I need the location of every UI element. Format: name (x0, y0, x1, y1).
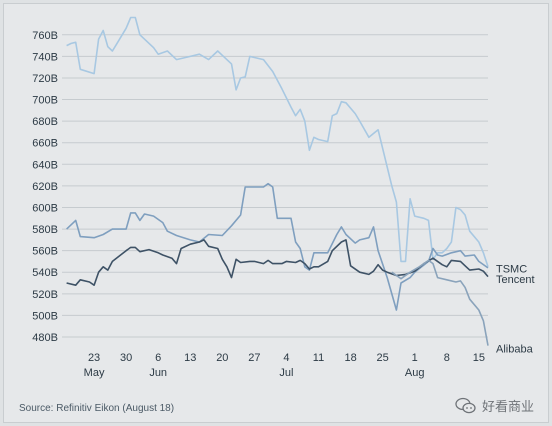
y-tick-label: 560B (32, 246, 58, 258)
series-label-alibaba: Alibaba (496, 344, 534, 356)
y-tick-label: 720B (32, 73, 58, 85)
y-tick-label: 480B (32, 332, 58, 344)
y-tick-label: 740B (32, 51, 58, 63)
x-tick-label: 1 (412, 352, 418, 364)
y-tick-label: 580B (32, 224, 58, 236)
series-line-unlabeled-1 (66, 182, 489, 311)
series-label-tencent: Tencent (496, 274, 535, 286)
x-tick-label: 11 (313, 352, 324, 364)
x-month-label: Jun (149, 367, 167, 379)
watermark: 好看商业 (455, 396, 534, 415)
series-lines (66, 16, 489, 346)
x-tick-label: 27 (248, 352, 260, 364)
series-line-tsmc (66, 239, 489, 286)
chat-bubble-icon (455, 397, 476, 413)
y-tick-label: 500B (32, 310, 58, 322)
y-tick-label: 620B (32, 181, 58, 193)
y-tick-label: 520B (32, 289, 58, 301)
y-axis-ticks: 480B 500B 520B 540B 560B 580B 600B 620B 640B 660B… (32, 30, 58, 344)
x-month-label: Aug (405, 367, 425, 379)
x-tick-label: 25 (377, 352, 389, 364)
x-month-label: May (84, 367, 105, 379)
y-tick-label: 640B (32, 159, 58, 171)
series-line-alibaba (391, 259, 489, 346)
x-tick-label: 4 (283, 352, 289, 364)
line-chart: 480B 500B 520B 540B 560B 580B 600B 620B 640B 660B… (32, 16, 535, 379)
x-tick-label: 6 (155, 352, 161, 364)
x-tick-label: 13 (184, 352, 196, 364)
x-tick-label: 8 (444, 352, 450, 364)
x-month-label: Jul (279, 367, 293, 379)
x-tick-label: 15 (473, 352, 485, 364)
chart-frame: 480B 500B 520B 540B 560B 580B 600B 620B 640B 660B… (3, 3, 549, 423)
y-tick-label: 760B (32, 30, 58, 42)
y-tick-label: 600B (32, 202, 58, 214)
y-tick-label: 540B (32, 267, 58, 279)
x-tick-label: 20 (216, 352, 228, 364)
y-tick-label: 660B (32, 138, 58, 150)
y-tick-label: 700B (32, 95, 58, 107)
x-tick-label: 30 (120, 352, 132, 364)
source-note: Source: Refinitiv Eikon (August 18) (19, 403, 175, 414)
y-tick-label: 680B (32, 116, 58, 128)
series-label-tsmc: TSMC (496, 264, 527, 276)
watermark-text: 好看商业 (481, 399, 534, 414)
x-tick-label: 23 (88, 352, 100, 364)
grid (62, 34, 488, 338)
x-tick-label: 18 (344, 352, 356, 364)
